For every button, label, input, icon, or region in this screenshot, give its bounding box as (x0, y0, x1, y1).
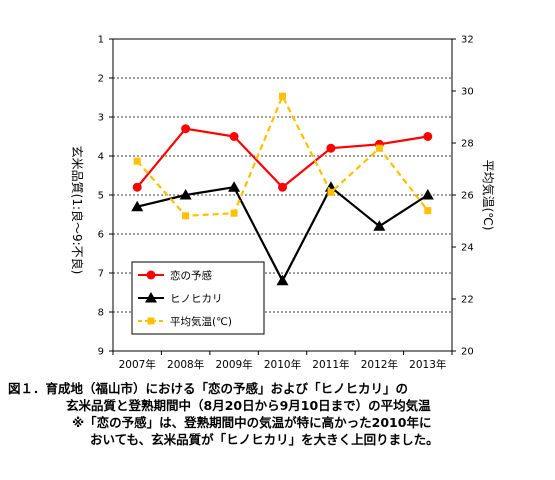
caption-line-1: 図１．育成地（福山市）における「恋の予感」および「ヒノヒカリ」の (8, 381, 409, 396)
left-tick-label: 5 (98, 191, 104, 202)
series-2 (131, 181, 434, 286)
right-tick-label: 32 (461, 35, 474, 46)
right-tick-label: 28 (461, 139, 474, 150)
series-1 (132, 124, 433, 192)
caption-line-3: ※「恋の予感」は、登熟期間中の気温が特に高かった2010年に (72, 415, 432, 430)
left-tick-label: 7 (98, 269, 104, 280)
data-point (327, 188, 335, 196)
data-point (181, 124, 191, 134)
x-tick-label: 2009年 (215, 358, 252, 371)
right-tick-label: 24 (461, 243, 474, 254)
data-point (133, 157, 141, 165)
x-tick-label: 2011年 (312, 358, 349, 371)
data-point (228, 181, 241, 192)
data-point (279, 92, 286, 100)
right-tick-label: 26 (461, 191, 474, 202)
series-3 (133, 92, 432, 220)
legend-label: ヒノヒカリ (170, 293, 223, 305)
left-tick-label: 8 (98, 308, 104, 319)
data-point (278, 182, 287, 192)
x-tick-label: 2007年 (119, 358, 156, 371)
x-tick-label: 2012年 (361, 358, 398, 371)
left-tick-label: 9 (98, 347, 104, 358)
left-axis: 1 2 3 4 5 6 7 8 9 (98, 35, 113, 358)
data-point (276, 274, 289, 286)
left-tick-label: 6 (98, 230, 104, 241)
caption-line-4: おいても、玄米品質が「ヒノヒカリ」を大きく上回りました。 (90, 432, 439, 447)
data-point (132, 182, 142, 192)
x-tick-label: 2008年 (167, 358, 204, 371)
data-point (423, 132, 433, 141)
x-axis: 2007年 2008年 2009年 2010年 2011年 2012年 2013年 (112, 351, 453, 371)
data-point (421, 189, 434, 200)
right-tick-label: 30 (461, 87, 474, 98)
data-point (182, 212, 190, 220)
right-axis: 20 22 24 26 28 30 32 (452, 35, 474, 358)
series-group (131, 92, 434, 286)
data-point (373, 220, 386, 231)
data-point (131, 200, 144, 212)
legend-label: 平均気温(℃) (170, 315, 232, 328)
data-point (375, 144, 383, 152)
data-point (424, 207, 432, 215)
left-tick-label: 2 (98, 74, 104, 85)
left-tick-label: 3 (98, 113, 104, 124)
right-tick-label: 20 (461, 347, 474, 358)
right-axis-label: 平均気温(℃) (481, 160, 496, 231)
x-tick-label: 2010年 (264, 358, 301, 371)
legend-label: 恋の予感 (170, 269, 212, 282)
data-point (230, 209, 238, 217)
legend-swatch-marker (147, 317, 155, 325)
caption-line-2: 玄米品質と登熟期間中（8月20日から9月10日まで）の平均気温 (66, 398, 431, 413)
legend-swatch-marker (146, 270, 156, 280)
left-tick-label: 1 (98, 35, 104, 46)
data-point (179, 189, 192, 200)
data-point (229, 132, 239, 141)
legend-swatch-marker (145, 292, 157, 303)
x-tick-label: 2013年 (409, 358, 446, 371)
right-tick-label: 22 (461, 295, 474, 306)
dual-axis-line-chart: 1 2 3 4 5 6 7 8 9 20 22 24 26 28 30 32 2007年 2008年 2009年… (70, 35, 496, 372)
left-axis-label: 玄米品質(1:良～9:不良) (70, 146, 85, 275)
data-point (326, 143, 336, 153)
figure-caption: 図１．育成地（福山市）における「恋の予感」および「ヒノヒカリ」の 玄米品質と登熟… (0, 380, 555, 448)
left-tick-label: 4 (98, 152, 104, 163)
